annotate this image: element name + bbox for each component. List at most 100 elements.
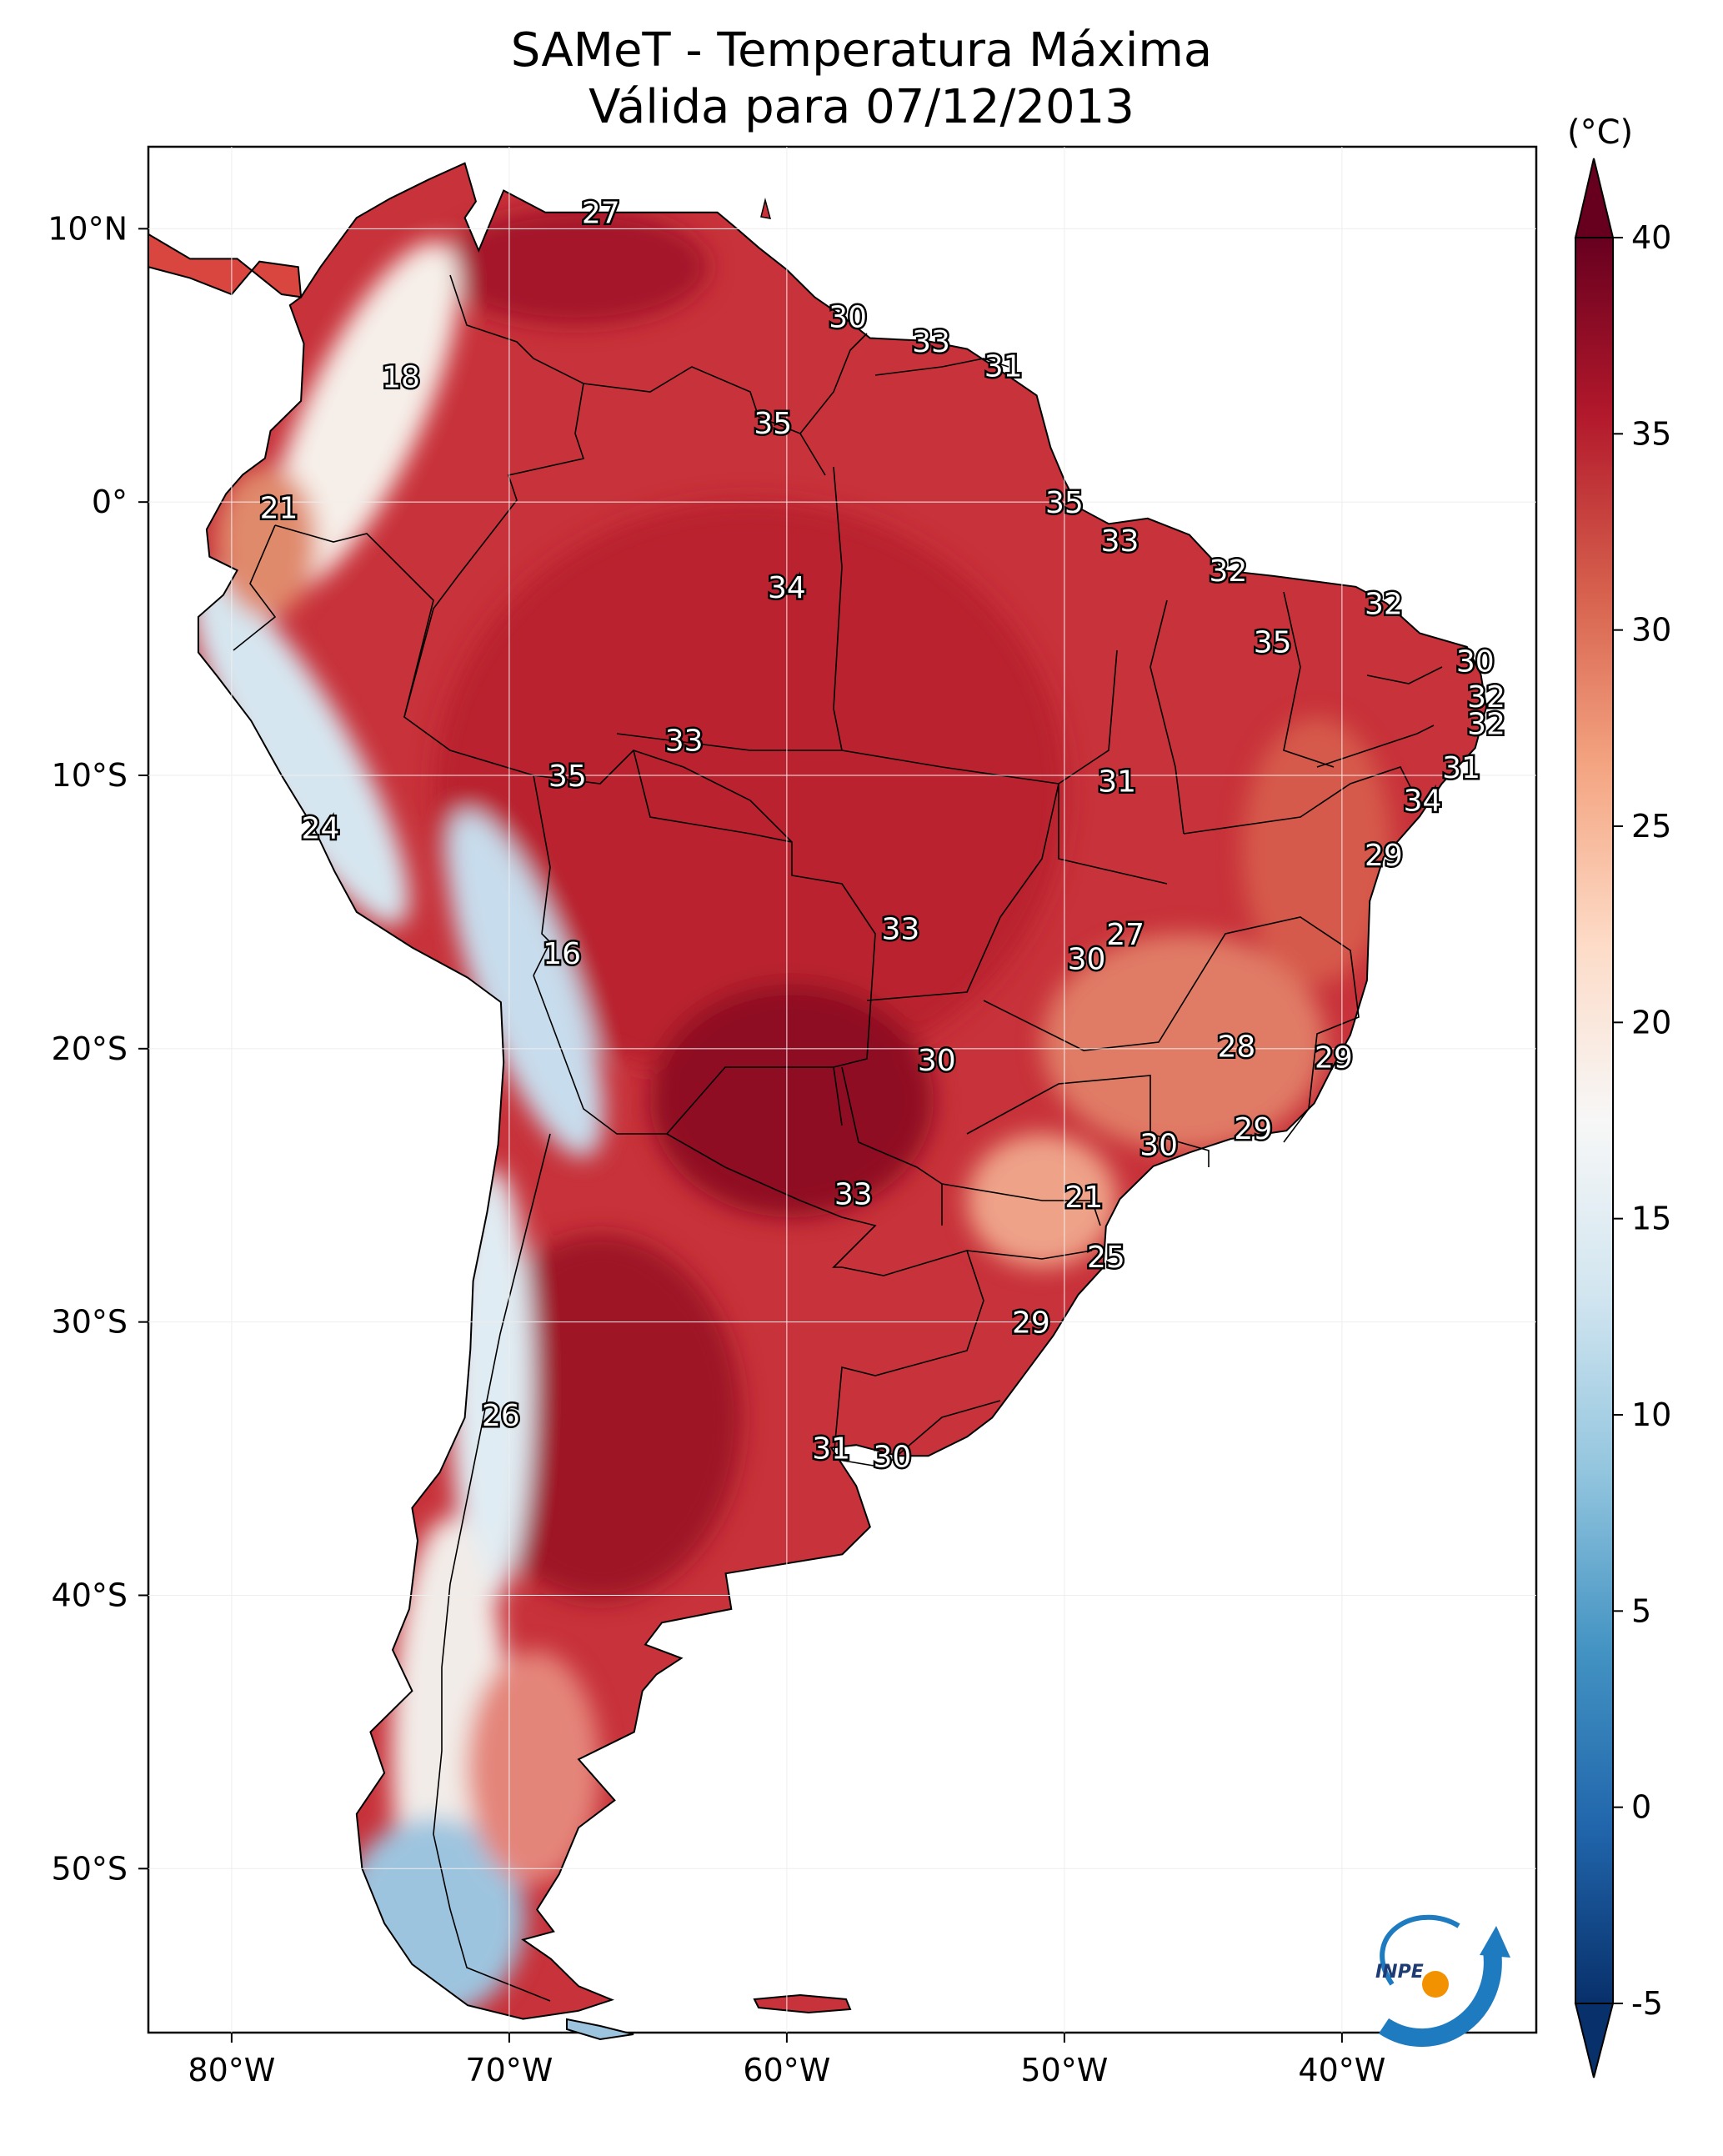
station-label: 27 xyxy=(1106,918,1144,952)
border-argentina-chile xyxy=(433,1133,551,2002)
station-label: 26 xyxy=(482,1399,520,1433)
station-label: 35 xyxy=(548,760,587,794)
station-label: 16 xyxy=(543,937,581,971)
border-rio-grande-norte xyxy=(1366,666,1443,684)
station-label: 29 xyxy=(1315,1041,1353,1075)
station-label: 29 xyxy=(1234,1112,1272,1146)
colorbar: (°C) -5 0 5 10 15 20 25 30 35 40 xyxy=(1567,113,1671,2078)
station-label: 35 xyxy=(1045,486,1084,520)
colorbar-extend-max xyxy=(1574,158,1615,238)
y-tick-label: 40°S xyxy=(52,1577,128,1613)
colorbar-tick-label: 40 xyxy=(1631,219,1671,256)
cool-zone-peru-andes xyxy=(198,575,409,925)
station-label: 29 xyxy=(1365,839,1403,873)
mild-zone-ecuador xyxy=(217,467,317,617)
x-tick-label: 70°W xyxy=(465,2052,553,2088)
colorbar-frame xyxy=(1575,237,1614,2004)
station-label: 33 xyxy=(1101,524,1139,559)
colorbar-tick-label: 25 xyxy=(1631,808,1671,845)
colorbar-tick-label: 30 xyxy=(1631,612,1671,649)
inpe-logo: INPE xyxy=(1375,1914,1510,2048)
x-tick-label: 50°W xyxy=(1020,2052,1108,2088)
border-colombia-ecuador-peru xyxy=(274,524,434,718)
border-guyana-suriname xyxy=(799,333,868,434)
x-axis: 80°W 70°W 60°W 50°W 40°W xyxy=(188,147,1385,2088)
mild-zone-patagonia-east xyxy=(467,1651,600,1884)
station-label: 33 xyxy=(834,1178,873,1212)
trinidad-island xyxy=(760,198,772,219)
colorbar-unit: (°C) xyxy=(1567,113,1633,152)
station-label: 27 xyxy=(582,197,620,231)
station-label: 31 xyxy=(1098,765,1136,800)
coastline xyxy=(197,162,1488,2020)
border-colombia-venezuela xyxy=(449,274,584,384)
colorbar-extend-min xyxy=(1574,2003,1615,2078)
y-tick-label: 10°N xyxy=(48,210,128,247)
station-label: 30 xyxy=(1068,943,1106,977)
heat-zone-amazon xyxy=(433,500,1067,1084)
border-para-mato-grosso xyxy=(841,750,1059,785)
border-rondonia xyxy=(633,750,793,843)
logo-dot-icon xyxy=(1422,1971,1449,1998)
border-brazil-colombia-peru xyxy=(403,383,585,776)
station-label: 31 xyxy=(1442,751,1480,785)
y-axis: 10°N 0° 10°S 20°S 30°S 40°S 50°S xyxy=(48,210,1536,1887)
border-paraguay-brazil xyxy=(841,1066,943,1226)
station-label: 30 xyxy=(1139,1129,1178,1163)
colorbar-tick-label: 0 xyxy=(1631,1789,1651,1826)
station-label: 30 xyxy=(874,1440,912,1474)
border-santa-catarina xyxy=(966,1250,1093,1260)
y-tick-label: 20°S xyxy=(52,1030,128,1067)
border-amazonas-mato-grosso xyxy=(616,733,842,751)
map-title: SAMeT - Temperatura Máxima xyxy=(510,23,1213,78)
logo-arc-icon xyxy=(1380,1914,1460,1986)
station-label: 30 xyxy=(829,300,867,334)
logo-arrow-icon xyxy=(1480,1926,1510,1958)
cool-zone-altiplano xyxy=(446,810,604,1157)
station-label: 18 xyxy=(382,360,420,394)
heat-zone-chaco xyxy=(650,984,934,1217)
border-sao-paulo xyxy=(966,1075,1210,1167)
temperature-field xyxy=(198,208,1392,2018)
station-label: 30 xyxy=(918,1044,956,1078)
border-maranhao-piaui xyxy=(1150,599,1185,835)
continent xyxy=(148,162,1488,2041)
colorbar-tick-label: 35 xyxy=(1631,415,1671,452)
border-uruguay xyxy=(833,1400,1001,1468)
border-argentina-brazil xyxy=(833,1250,984,1460)
border-ecuador-peru xyxy=(233,524,277,651)
station-label: 21 xyxy=(260,492,298,526)
station-label: 35 xyxy=(754,407,792,441)
station-label: 32 xyxy=(1209,554,1247,589)
y-tick-label: 0° xyxy=(92,484,128,520)
colorbar-fill xyxy=(1575,238,1613,2003)
staten-island xyxy=(566,2018,634,2041)
station-label: 32 xyxy=(1467,708,1505,742)
heat-zone-venezuela xyxy=(442,208,709,325)
station-label: 33 xyxy=(912,325,950,359)
border-piaui-ceara xyxy=(1283,591,1335,768)
cool-zone-colombia-andes xyxy=(265,241,460,593)
political-borders xyxy=(233,274,1443,2002)
colorbar-tick-label: 10 xyxy=(1631,1396,1671,1433)
mild-zone-minas xyxy=(1042,934,1325,1151)
station-label: 31 xyxy=(812,1431,850,1466)
station-label: 25 xyxy=(1087,1241,1125,1275)
border-amazonas-para xyxy=(833,466,843,751)
border-paraguay-argentina xyxy=(666,1133,877,1268)
border-tocantins xyxy=(1058,649,1168,885)
station-label: 29 xyxy=(1012,1306,1050,1341)
station-label: 31 xyxy=(984,349,1023,384)
colorbar-tick-label: 5 xyxy=(1631,1592,1651,1629)
border-bolivia-peru xyxy=(533,775,551,976)
border-suriname-guiana xyxy=(874,358,1009,376)
x-tick-label: 40°W xyxy=(1298,2052,1385,2088)
border-bahia xyxy=(1183,766,1418,835)
station-label: 35 xyxy=(1254,625,1292,659)
panama-isthmus xyxy=(148,233,303,298)
colorbar-tick-label: -5 xyxy=(1631,1985,1663,2022)
station-label: 24 xyxy=(302,811,340,845)
logo-text: INPE xyxy=(1375,1962,1424,1983)
